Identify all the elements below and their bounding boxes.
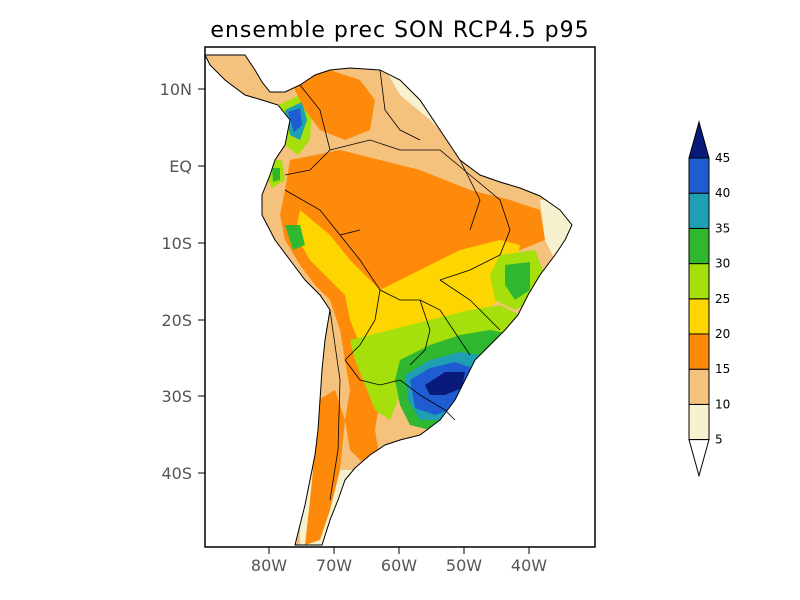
colorbar-label: 45 [715,151,730,165]
lon-tick-label: 50W [446,556,482,575]
lat-tick-label: 10S [161,234,192,253]
country-borders [284,69,511,501]
colorbar-segment [688,263,710,300]
lat-tick-label: 30S [161,387,192,406]
colorbar-segment [688,403,710,441]
colorbar-segment [688,368,710,405]
colorbar-label: 5 [715,433,723,447]
colorbar-segment [688,157,710,194]
colorbar-top-arrow [688,120,710,159]
lat-tick-label: 40S [161,464,192,483]
map-title: ensemble prec SON RCP4.5 p95 [210,18,590,43]
colorbar-label: 40 [715,186,730,200]
colorbar-label: 35 [715,221,730,235]
lon-tick-label: 60W [381,556,417,575]
coastline [204,54,573,546]
colorbar-label: 25 [715,292,730,306]
lat-tick-label: 20S [161,311,192,330]
colorbar-segment [688,298,710,335]
lon-axis: 80W 70W 60W 50W 40W [251,547,547,575]
colorbar-label: 20 [715,327,730,341]
colorbar-segment [688,227,710,265]
colorbar-bottom-arrow [688,439,710,478]
lat-tick-label: 10N [160,80,192,99]
lat-axis: 10N EQ 10S 20S 30S 40S [160,80,205,483]
colorbar-legend: 5 10 15 20 25 30 35 40 45 [688,120,730,478]
colorbar-segment [688,333,710,370]
colorbar-label: 15 [715,362,730,376]
lat-tick-label: EQ [169,157,192,176]
lon-tick-label: 80W [251,556,287,575]
colorbar-label: 10 [715,397,730,411]
colorbar-label: 30 [715,257,730,271]
lon-tick-label: 40W [511,556,547,575]
colorbar-segment [688,192,710,229]
lon-tick-label: 70W [316,556,352,575]
